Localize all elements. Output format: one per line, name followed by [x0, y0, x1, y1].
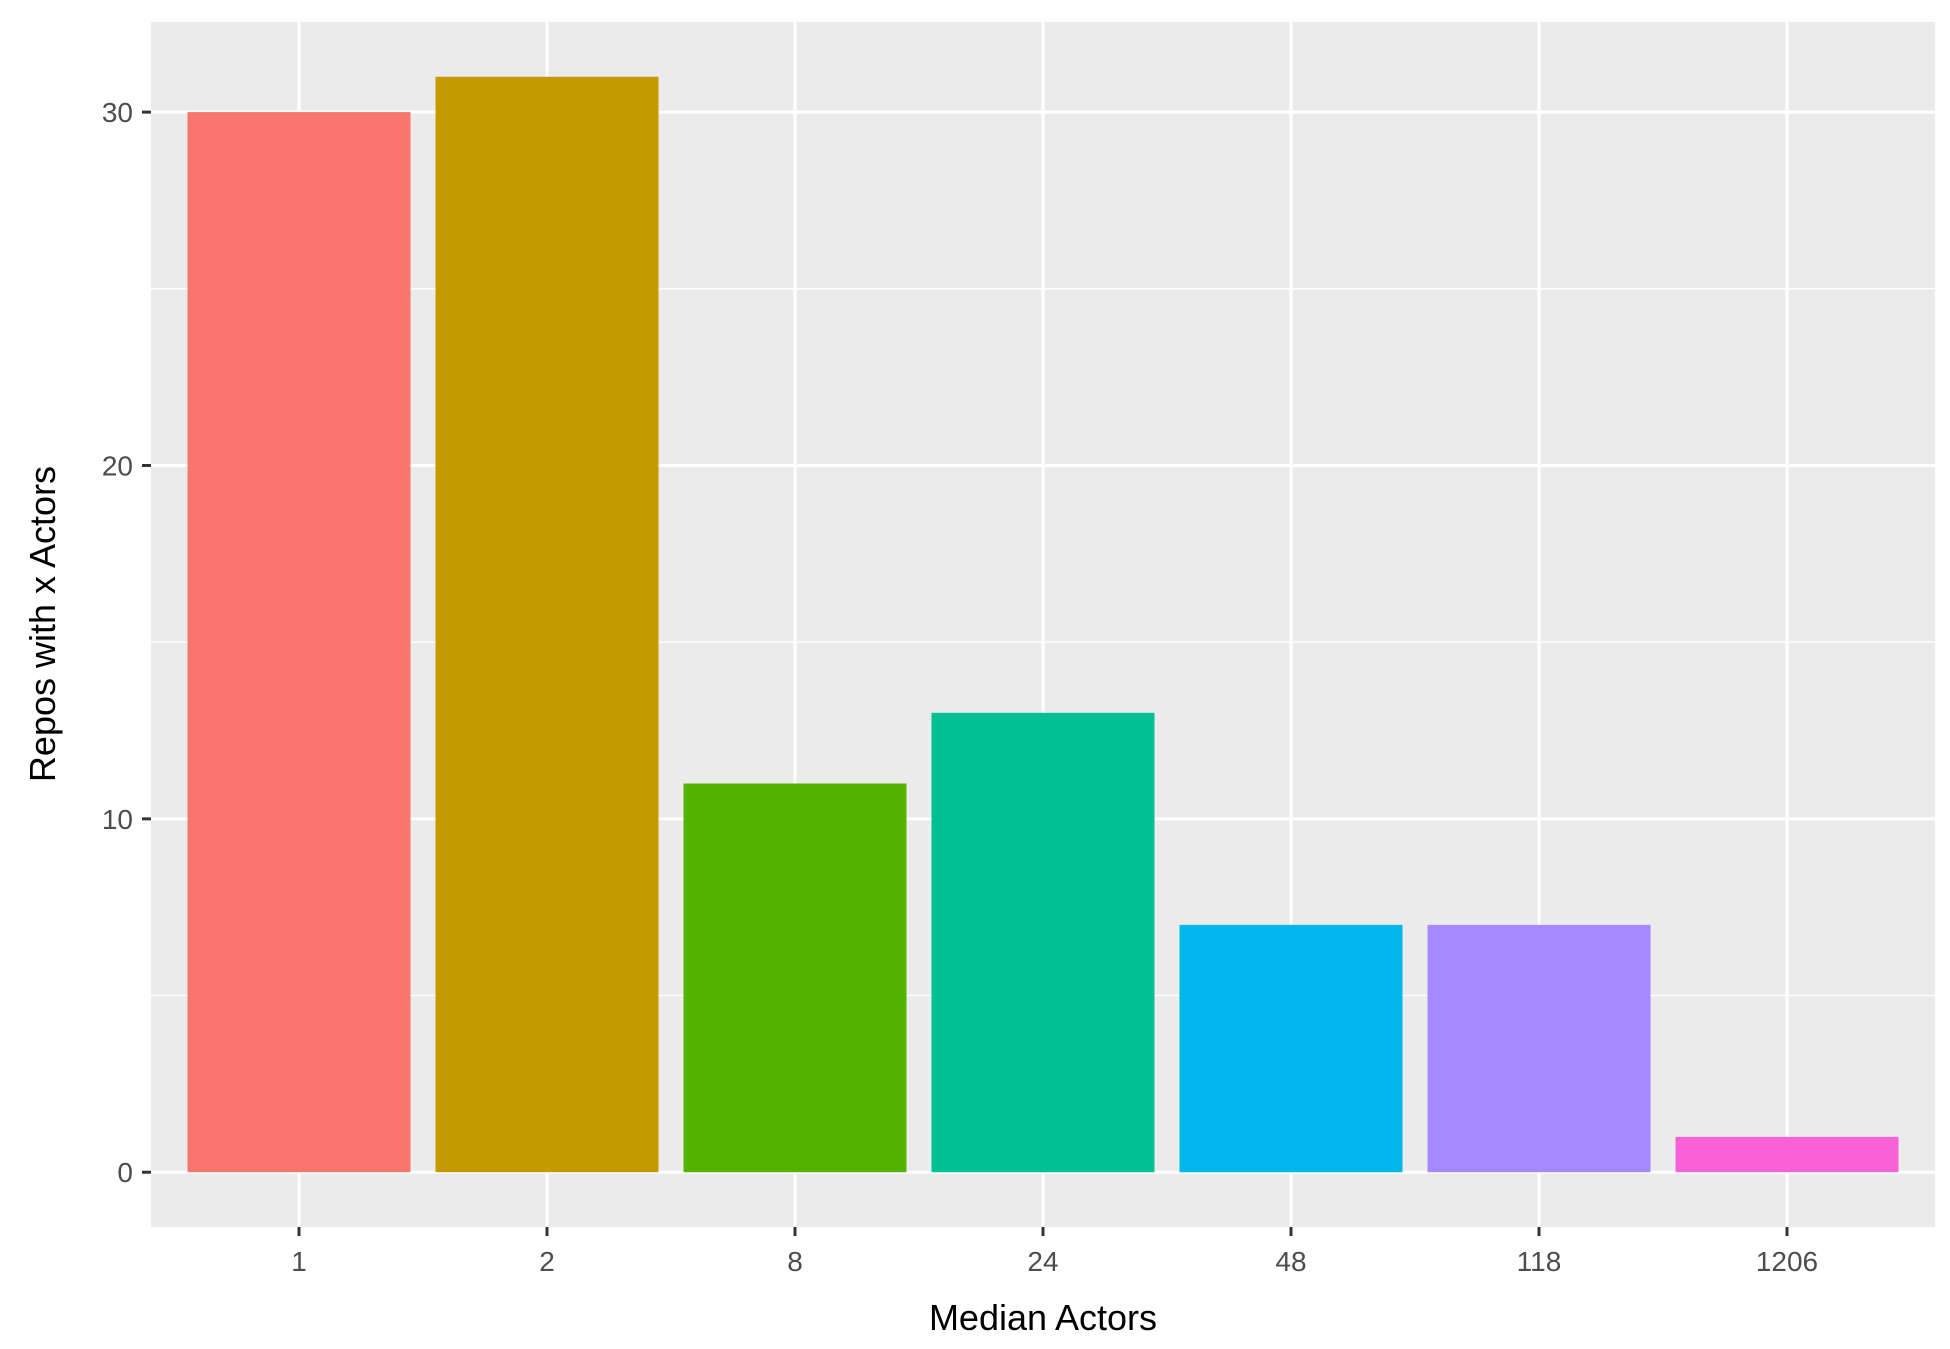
y-tick-label: 30 — [102, 97, 133, 128]
x-tick-label: 48 — [1275, 1246, 1306, 1277]
x-tick-label: 1206 — [1756, 1246, 1818, 1277]
bar-2 — [435, 76, 659, 1173]
x-tick-label: 24 — [1027, 1246, 1058, 1277]
y-tick-label: 0 — [117, 1157, 133, 1188]
y-axis-title: Repos with x Actors — [22, 466, 63, 782]
x-axis: 1 2 8 24 48 118 1206 — [291, 1227, 1818, 1277]
x-tick-label: 1 — [291, 1246, 307, 1277]
bar-8 — [683, 783, 907, 1173]
bar-118 — [1427, 924, 1651, 1173]
x-axis-title: Median Actors — [929, 1297, 1157, 1338]
y-axis: 0 10 20 30 — [102, 97, 151, 1188]
bar-48 — [1179, 924, 1403, 1173]
y-tick-label: 10 — [102, 804, 133, 835]
x-tick-label: 8 — [787, 1246, 803, 1277]
x-tick-label: 118 — [1517, 1246, 1562, 1277]
y-tick-label: 20 — [102, 450, 133, 481]
bar-24 — [931, 712, 1155, 1173]
bar-1206 — [1675, 1136, 1899, 1173]
bars — [187, 76, 1899, 1173]
x-tick-label: 2 — [539, 1246, 555, 1277]
bar-1 — [187, 112, 411, 1173]
